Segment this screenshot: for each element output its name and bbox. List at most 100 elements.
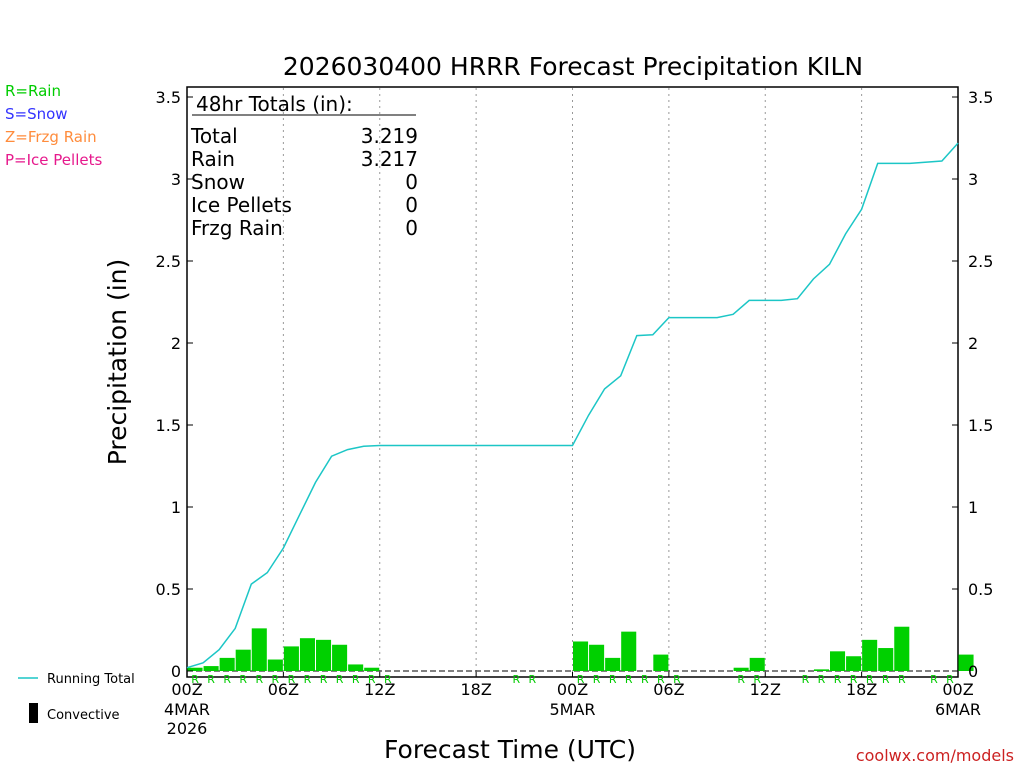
precip-bar [573,641,589,671]
precip-bar [299,638,315,671]
y-tick-label-left: 0 [171,662,181,681]
rain-marker: R [320,673,328,686]
x-tick-label: 18Z [846,680,877,699]
totals-row-value: 3.219 [361,124,418,148]
y-tick-label-left: 3 [171,170,181,189]
legend-bar-swatch [29,703,38,723]
totals-row-value: 0 [405,170,418,194]
rain-marker: R [239,673,247,686]
y-tick-label-right: 2 [968,334,978,353]
rain-marker: R [834,673,842,686]
y-tick-label-right: 1.5 [968,416,993,435]
precip-bar [332,644,348,671]
rain-marker: R [512,673,520,686]
x-tick-label: 00Z [557,680,588,699]
totals-row-label: Rain [191,147,235,171]
x-tick-label: 18Z [460,680,491,699]
precip-legend-item: Z=Frzg Rain [5,128,97,146]
rain-marker: R [753,673,761,686]
running-total-line [186,142,959,669]
precip-bar [283,646,299,671]
x-tick-label: 12Z [750,680,781,699]
y-tick-label-left: 1 [171,498,181,517]
y-tick-label-right: 0 [968,662,978,681]
rain-marker: R [304,673,312,686]
x-tick-label: 00Z [171,680,202,699]
chart-title: 2026030400 HRRR Forecast Precipitation K… [283,52,863,81]
precip-bar [267,659,283,671]
x-tick-date: 6MAR [935,700,981,719]
precip-legend-item: R=Rain [5,82,61,100]
rain-marker: R [529,673,537,686]
rain-marker: R [866,673,874,686]
y-tick-label-right: 2.5 [968,252,993,271]
precip-bar [878,648,894,671]
precip-bar [316,639,332,671]
precip-bar [749,657,765,671]
rain-marker: R [625,673,633,686]
precip-bar [846,656,862,671]
precip-bar [235,649,251,671]
totals-heading: 48hr Totals (in): [196,92,353,116]
precip-bar [364,667,380,671]
rain-marker: R [336,673,344,686]
x-tick-date: 4MAR [164,700,210,719]
rain-marker: R [673,673,681,686]
rain-marker: R [352,673,360,686]
rain-marker: R [223,673,231,686]
rain-marker: R [930,673,938,686]
y-tick-label-left: 1.5 [156,416,181,435]
x-tick-label: 06Z [268,680,299,699]
precip-bar [348,664,364,671]
rain-marker: R [272,673,280,686]
x-tick-year: 2026 [167,719,208,738]
series-legend-label: Convective [47,708,120,723]
precip-bar [733,667,749,671]
y-axis-label: Precipitation (in) [103,259,132,466]
x-tick-label: 12Z [364,680,395,699]
y-tick-label-left: 2 [171,334,181,353]
precip-bar [219,657,235,671]
rain-marker: R [288,673,296,686]
precip-bar [187,667,203,671]
precip-bar [589,644,605,671]
series-legend-label: Running Total [47,672,135,687]
rain-marker: R [641,673,649,686]
rain-marker: R [898,673,906,686]
y-tick-label-right: 3 [968,170,978,189]
y-tick-label-left: 2.5 [156,252,181,271]
y-tick-label-left: 0.5 [156,580,181,599]
precip-bar [830,651,846,671]
y-tick-label-right: 1 [968,498,978,517]
rain-marker: R [737,673,745,686]
precip-bar [894,626,910,671]
rain-marker: R [191,673,199,686]
rain-marker: R [368,673,376,686]
precip-legend-item: S=Snow [5,105,68,123]
rain-marker: R [657,673,665,686]
rain-marker: R [850,673,858,686]
y-tick-label-right: 0.5 [968,580,993,599]
x-tick-label: 00Z [942,680,973,699]
totals-row-label: Total [190,124,238,148]
rain-marker: R [802,673,810,686]
rain-marker: R [593,673,601,686]
rain-marker: R [882,673,890,686]
x-tick-label: 06Z [653,680,684,699]
precip-bar [621,631,637,671]
y-tick-label-right: 3.5 [968,88,993,107]
totals-row-value: 0 [405,216,418,240]
precip-legend-item: P=Ice Pellets [5,151,102,169]
precip-bar [862,639,878,671]
totals-row-label: Frzg Rain [191,216,283,240]
rain-marker: R [207,673,215,686]
totals-row-value: 0 [405,193,418,217]
precip-bar [653,654,669,671]
rain-marker: R [609,673,617,686]
precip-bar [958,654,974,671]
precip-bar [605,657,621,671]
rain-marker: R [577,673,585,686]
rain-marker: R [946,673,954,686]
precip-bar [251,628,267,671]
